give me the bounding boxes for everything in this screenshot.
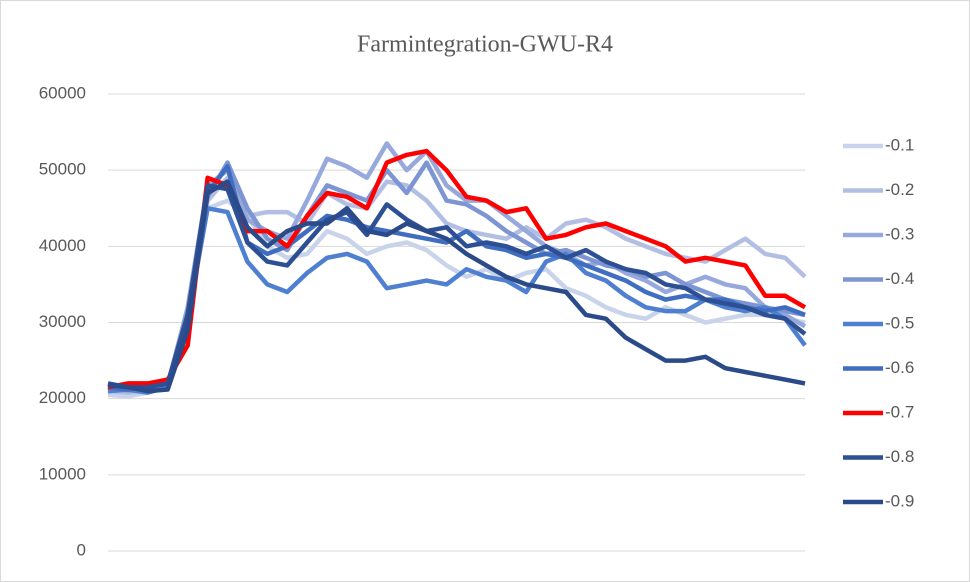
- legend-label: -0.8: [885, 447, 914, 466]
- y-tick-label: 10000: [39, 464, 86, 483]
- series-line: [107, 198, 806, 399]
- series-line: [107, 179, 806, 394]
- series-line: [107, 183, 807, 390]
- legend-label: -0.7: [885, 402, 914, 421]
- legend-label: -0.2: [885, 180, 914, 199]
- legend-label: -0.6: [885, 358, 914, 377]
- y-tick-label: 60000: [39, 83, 86, 102]
- legend-label: -0.9: [885, 491, 914, 510]
- y-tick-label: 50000: [39, 160, 86, 179]
- y-tick-label: 30000: [39, 312, 86, 331]
- legend-label: -0.3: [885, 224, 914, 243]
- legend-label: -0.1: [885, 135, 914, 154]
- chart-title: Farmintegration-GWU-R4: [357, 32, 613, 58]
- y-tick-label: 0: [77, 540, 86, 559]
- legend-label: -0.4: [885, 269, 914, 288]
- y-tick-label: 20000: [39, 388, 86, 407]
- series-line: [107, 206, 807, 395]
- y-tick-label: 40000: [39, 236, 86, 255]
- legend-label: -0.5: [885, 313, 914, 332]
